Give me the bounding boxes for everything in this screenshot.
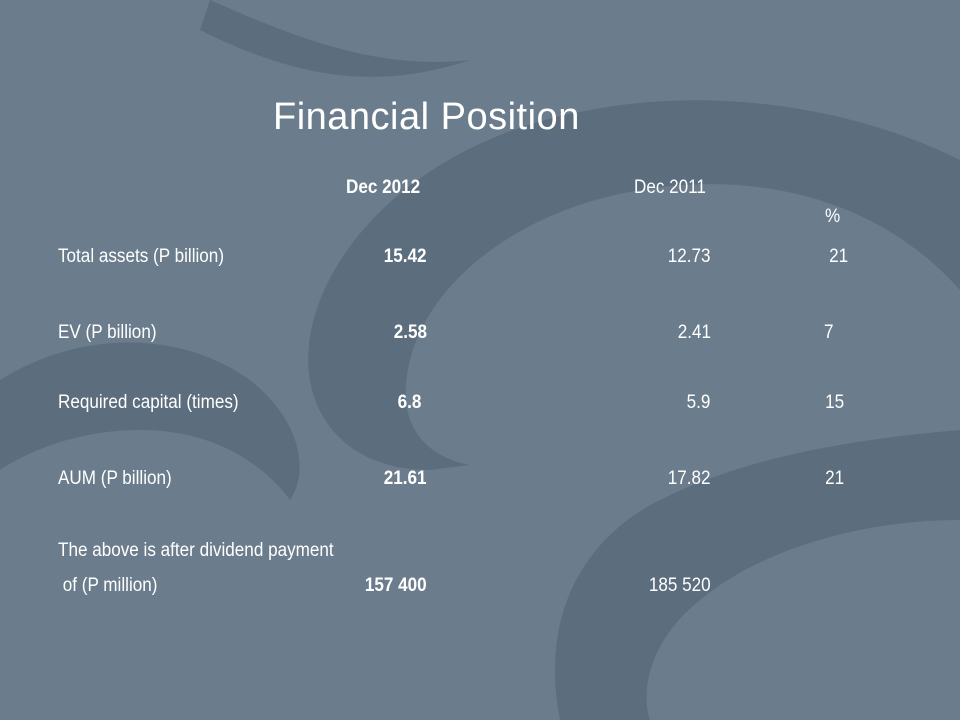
header-current-year: Dec 2012 (346, 177, 421, 198)
row-prior-value: 17.82 (668, 468, 711, 489)
dividend-prior-value: 185 520 (649, 575, 711, 596)
dividend-note: The above is after dividend payment (58, 540, 334, 561)
row-percent-change: 15 (824, 392, 844, 413)
row-percent-change: 21 (824, 468, 844, 489)
header-percent-change: % (825, 206, 841, 227)
row-label: Required capital (times) (58, 392, 239, 413)
row-label: EV (P billion) (58, 322, 157, 343)
row-current-value: 15.42 (384, 246, 427, 267)
dividend-label: of (P million) (58, 575, 158, 596)
row-label: Total assets (P billion) (58, 246, 225, 267)
row-current-value: 2.58 (393, 322, 427, 343)
row-prior-value: 12.73 (668, 246, 711, 267)
row-percent-change: 7 (824, 322, 834, 343)
dividend-current-value: 157 400 (365, 575, 427, 596)
row-label: AUM (P billion) (58, 468, 172, 489)
row-current-value: 21.61 (384, 468, 427, 489)
row-prior-value: 5.9 (686, 392, 710, 413)
slide-title: Financial Position (273, 96, 580, 138)
row-prior-value: 2.41 (677, 322, 711, 343)
header-prior-year: Dec 2011 (634, 177, 706, 198)
row-percent-change: 21 (828, 246, 848, 267)
row-current-value: 6.8 (397, 392, 421, 413)
